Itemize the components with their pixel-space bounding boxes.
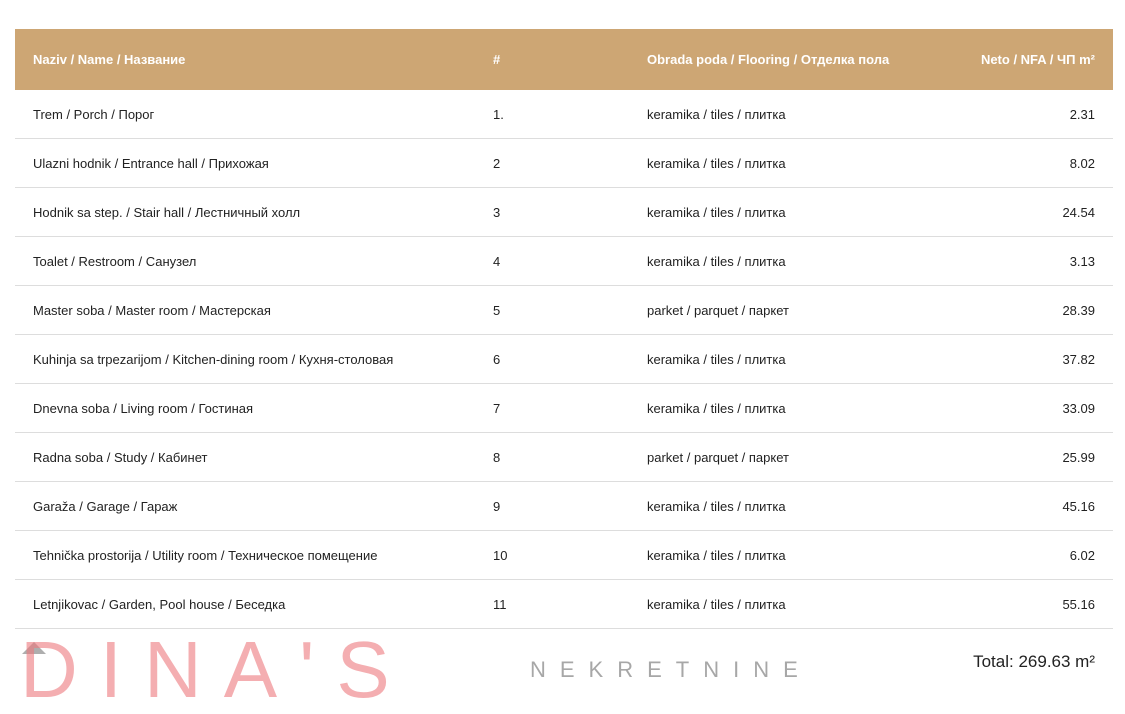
total-area: Total: 269.63 m² (973, 652, 1095, 671)
table-row: Ulazni hodnik / Entrance hall / Прихожая… (15, 138, 1113, 188)
cell-area: 24.54 (925, 187, 1113, 237)
cell-room-name: Kuhinja sa trpezarijom / Kitchen-dining … (15, 334, 475, 384)
header-number: # (475, 29, 629, 90)
cell-area: 2.31 (925, 90, 1113, 139)
watermark-text: DINA'S (20, 625, 412, 714)
cell-flooring: keramika / tiles / плитка (629, 90, 925, 139)
table-row: Hodnik sa step. / Stair hall / Лестничны… (15, 187, 1113, 237)
cell-area: 8.02 (925, 138, 1113, 188)
cell-room-number: 7 (475, 383, 629, 433)
cell-area: 45.16 (925, 481, 1113, 531)
cell-flooring: keramika / tiles / плитка (629, 334, 925, 384)
cell-flooring: keramika / tiles / плитка (629, 236, 925, 286)
cell-room-name: Tehnička prostorija / Utility room / Тех… (15, 530, 475, 580)
watermark-subtext: NEKRETNINE (530, 657, 812, 682)
table-row: Dnevna soba / Living room / Гостиная 7 ker… (15, 383, 1113, 433)
cell-room-name: Trem / Porch / Порог (15, 90, 475, 139)
cell-flooring: keramika / tiles / плитка (629, 530, 925, 580)
cell-room-number: 5 (475, 285, 629, 335)
table-row: Radna soba / Study / Кабинет 8 parket / pa… (15, 432, 1113, 482)
house-icon (22, 642, 46, 654)
watermark-logo: DINA'S NEKRETNINE (20, 630, 900, 710)
cell-room-number: 3 (475, 187, 629, 237)
cell-area: 37.82 (925, 334, 1113, 384)
cell-area: 55.16 (925, 579, 1113, 629)
cell-area: 6.02 (925, 530, 1113, 580)
cell-flooring: parket / parquet / паркет (629, 432, 925, 482)
cell-area: 3.13 (925, 236, 1113, 286)
cell-room-name: Garaža / Garage / Гараж (15, 481, 475, 531)
cell-room-name: Master soba / Master room / Мастерская (15, 285, 475, 335)
rooms-table: Naziv / Name / Название # Obrada poda / … (15, 29, 1113, 629)
table-row: Toalet / Restroom / Санузел 4 keramika / t… (15, 236, 1113, 286)
cell-room-number: 9 (475, 481, 629, 531)
cell-flooring: keramika / tiles / плитка (629, 187, 925, 237)
cell-room-name: Hodnik sa step. / Stair hall / Лестничны… (15, 187, 475, 237)
cell-room-number: 6 (475, 334, 629, 384)
cell-room-number: 8 (475, 432, 629, 482)
cell-room-number: 10 (475, 530, 629, 580)
cell-room-number: 11 (475, 579, 629, 629)
cell-room-name: Toalet / Restroom / Санузел (15, 236, 475, 286)
cell-flooring: keramika / tiles / плитка (629, 481, 925, 531)
cell-area: 25.99 (925, 432, 1113, 482)
cell-room-name: Radna soba / Study / Кабинет (15, 432, 475, 482)
cell-area: 33.09 (925, 383, 1113, 433)
cell-flooring: keramika / tiles / плитка (629, 579, 925, 629)
cell-room-number: 1. (475, 90, 629, 139)
table-row: Letnjikovac / Garden, Pool house / Бесед… (15, 579, 1113, 629)
cell-room-name: Dnevna soba / Living room / Гостиная (15, 383, 475, 433)
cell-area: 28.39 (925, 285, 1113, 335)
header-name: Naziv / Name / Название (15, 29, 475, 90)
cell-flooring: parket / parquet / паркет (629, 285, 925, 335)
cell-room-name: Letnjikovac / Garden, Pool house / Бесед… (15, 579, 475, 629)
cell-room-number: 4 (475, 236, 629, 286)
cell-flooring: keramika / tiles / плитка (629, 383, 925, 433)
table-row: Trem / Porch / Порог 1. keramika / tiles /… (15, 90, 1113, 139)
header-flooring: Obrada poda / Flooring / Отделка пола (629, 29, 925, 90)
table-header: Naziv / Name / Название # Obrada poda / … (15, 29, 1113, 90)
header-area: Neto / NFA / ЧП m² (925, 29, 1113, 90)
table-row: Garaža / Garage / Гараж 9 keramika / tiles… (15, 481, 1113, 531)
cell-flooring: keramika / tiles / плитка (629, 138, 925, 188)
cell-room-name: Ulazni hodnik / Entrance hall / Прихожая (15, 138, 475, 188)
table-row: Tehnička prostorija / Utility room / Тех… (15, 530, 1113, 580)
table-row: Kuhinja sa trpezarijom / Kitchen-dining … (15, 334, 1113, 384)
table-row: Master soba / Master room / Мастерская 5 p… (15, 285, 1113, 335)
cell-room-number: 2 (475, 138, 629, 188)
